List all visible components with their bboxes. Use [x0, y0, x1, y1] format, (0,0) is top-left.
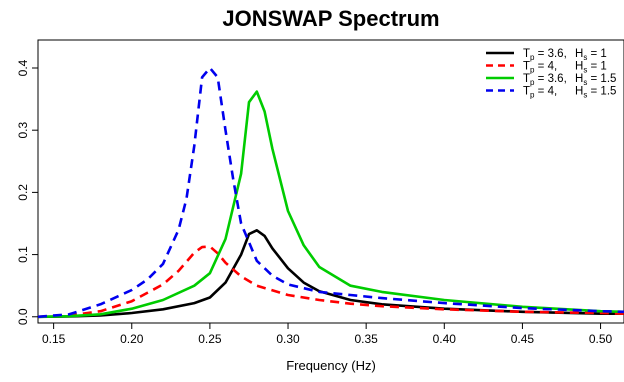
y-tick-label: 0.2	[16, 184, 30, 201]
series-layer	[38, 66, 624, 319]
legend-label-h: Hs = 1	[575, 48, 607, 62]
plot-frame	[37, 39, 624, 324]
series-line-4	[38, 66, 624, 319]
x-axis: 0.15 0.20 0.25 0.30 0.35 0.40 0.45 0.50	[42, 323, 613, 346]
x-axis-label: Frequency (Hz)	[286, 358, 376, 373]
x-tick-label: 0.25	[198, 332, 222, 346]
y-tick-label: 0.4	[16, 59, 30, 76]
y-tick-label: 0.3	[16, 122, 30, 139]
x-tick-label: 0.20	[120, 332, 144, 346]
x-tick-label: 0.35	[354, 332, 378, 346]
legend-label: Tp = 3.6,	[523, 73, 567, 87]
y-tick-label: 0.1	[16, 246, 30, 263]
x-tick-label: 0.45	[511, 332, 535, 346]
x-tick-label: 0.50	[589, 332, 613, 346]
series-line-2	[38, 245, 624, 319]
x-tick-label: 0.40	[433, 332, 457, 346]
legend-label: Tp = 4,	[523, 61, 557, 75]
legend-label-h: Hs = 1	[575, 61, 607, 75]
x-tick-label: 0.30	[276, 332, 300, 346]
legend-label-h: Hs = 1.5	[575, 73, 616, 87]
y-tick-label: 0.0	[16, 308, 30, 325]
chart-title: JONSWAP Spectrum	[222, 6, 439, 31]
legend-label-h: Hs = 1.5	[575, 86, 616, 100]
y-axis: 0.0 0.1 0.2 0.3 0.4	[16, 59, 38, 325]
legend-label: Tp = 3.6,	[523, 48, 567, 62]
legend-label: Tp = 4,	[523, 86, 557, 100]
series-line-3	[38, 90, 624, 319]
legend: Tp = 3.6, Hs = 1 Tp = 4, Hs = 1 Tp = 3.6, Hs …	[486, 48, 616, 100]
x-tick-label: 0.15	[42, 332, 66, 346]
